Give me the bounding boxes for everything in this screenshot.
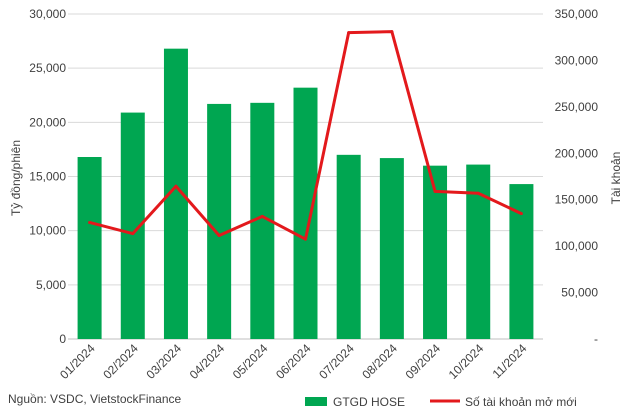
y-right-tick-label: 100,000 — [555, 239, 599, 253]
y-right-tick-label: 200,000 — [555, 146, 599, 160]
y-axis-right-label: Tài khoản — [609, 152, 623, 205]
line-point — [217, 233, 221, 237]
bar — [423, 165, 448, 339]
bar — [336, 154, 361, 339]
y-left-tick-label: 20,000 — [29, 115, 66, 129]
x-tick-label: 10/2024 — [446, 341, 487, 382]
legend-bar-swatch — [305, 397, 327, 406]
bar — [379, 158, 404, 339]
y-axis-left-label: Tỷ đồng/phiên — [9, 140, 23, 216]
bar — [77, 157, 102, 339]
y-right-tick-label: - — [594, 332, 598, 346]
x-tick-label: 11/2024 — [490, 341, 530, 381]
bar — [293, 87, 318, 340]
line-point — [131, 232, 135, 236]
line-point — [519, 212, 523, 216]
y-right-tick-label: 50,000 — [561, 286, 598, 300]
y-right-tick-label: 250,000 — [555, 100, 599, 114]
x-tick-label: 05/2024 — [230, 341, 271, 382]
x-tick-label: 06/2024 — [273, 341, 314, 382]
y-right-tick-label: 350,000 — [555, 7, 599, 21]
line-point — [347, 31, 351, 35]
y-left-tick-label: 5,000 — [36, 278, 66, 292]
x-tick-label: 01/2024 — [57, 341, 98, 382]
bar — [207, 103, 232, 340]
line-point — [304, 237, 307, 241]
right-axis: - 50,000 100,000 150,000 200,000 250,000 300,0… — [555, 7, 599, 346]
line-point — [260, 214, 264, 218]
line-point — [476, 191, 480, 195]
y-left-tick-label: 0 — [59, 332, 66, 346]
line-point — [88, 220, 92, 224]
x-axis-labels: 01/2024 02/2024 03/2024 04/2024 05/2024 06/20… — [57, 341, 530, 382]
legend: GTGD HOSE Số tài khoản mở mới — [305, 395, 577, 409]
source-note: Nguồn: VSDC, VietstockFinance — [8, 392, 182, 406]
bar — [509, 184, 534, 339]
x-tick-label: 02/2024 — [100, 341, 141, 382]
x-tick-label: 08/2024 — [359, 341, 400, 382]
y-left-tick-label: 30,000 — [29, 7, 66, 21]
x-tick-label: 03/2024 — [143, 341, 184, 382]
line-point — [174, 184, 178, 188]
x-tick-label: 04/2024 — [187, 341, 228, 382]
line-point — [433, 189, 437, 193]
x-tick-label: 09/2024 — [403, 341, 444, 382]
legend-bar-label: GTGD HOSE — [333, 395, 405, 409]
x-tick-label: 07/2024 — [316, 341, 357, 382]
y-left-tick-label: 10,000 — [29, 224, 66, 238]
y-left-tick-label: 25,000 — [29, 61, 66, 75]
bar — [466, 164, 491, 339]
line-point — [390, 30, 394, 34]
y-left-tick-label: 15,000 — [29, 170, 66, 184]
legend-line-label: Số tài khoản mở mới — [465, 395, 577, 409]
line-series — [88, 30, 523, 241]
y-right-tick-label: 150,000 — [555, 193, 599, 207]
left-axis: 0 5,000 10,000 15,000 20,000 25,000 30,000 — [29, 7, 66, 346]
y-right-tick-label: 300,000 — [555, 53, 599, 67]
